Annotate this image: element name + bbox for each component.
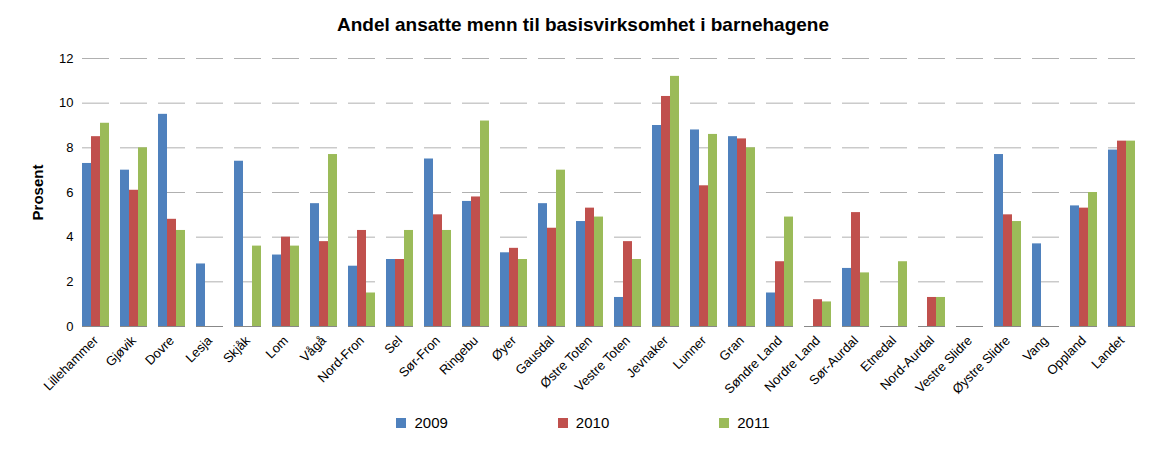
svg-text:8: 8: [66, 140, 73, 155]
svg-text:Nord-Aurdal: Nord-Aurdal: [876, 332, 938, 393]
svg-text:Jevnaker: Jevnaker: [623, 332, 671, 380]
svg-text:12: 12: [59, 51, 73, 66]
svg-text:0: 0: [66, 319, 73, 334]
svg-text:Øystre Slidre: Øystre Slidre: [949, 333, 1013, 397]
svg-text:Etnedal: Etnedal: [857, 332, 900, 375]
svg-text:4: 4: [66, 229, 73, 244]
svg-text:Gran: Gran: [716, 333, 747, 364]
svg-text:Lunner: Lunner: [670, 332, 710, 372]
svg-text:Vågå: Vågå: [297, 332, 330, 365]
svg-text:Lesja: Lesja: [182, 332, 215, 365]
svg-text:Sør-Fron: Sør-Fron: [396, 333, 443, 380]
svg-text:6: 6: [66, 185, 73, 200]
svg-text:Sel: Sel: [381, 333, 405, 357]
svg-text:Søndre Land: Søndre Land: [721, 332, 786, 397]
svg-text:Lom: Lom: [263, 333, 291, 361]
svg-text:Sør-Aurdal: Sør-Aurdal: [806, 333, 861, 388]
svg-text:Ringebu: Ringebu: [436, 333, 481, 378]
svg-text:2: 2: [66, 274, 73, 289]
svg-text:Vestre Toten: Vestre Toten: [572, 333, 634, 395]
svg-text:Landet: Landet: [1088, 333, 1127, 372]
svg-text:Nordre Land: Nordre Land: [761, 332, 824, 395]
svg-text:Vestre Slidre: Vestre Slidre: [912, 332, 976, 396]
html-text:2009: 2009: [414, 414, 448, 431]
svg-text:Gausdal: Gausdal: [512, 332, 558, 378]
svg-text:Oppland: Oppland: [1044, 333, 1089, 378]
svg-text:Vang: Vang: [1020, 333, 1051, 364]
svg-text:Skjåk: Skjåk: [220, 332, 253, 365]
svg-text:Gjøvik: Gjøvik: [102, 332, 139, 369]
svg-text:Lillehammer: Lillehammer: [40, 332, 101, 393]
html-text:Andel ansatte menn til basisvi: Andel ansatte menn til basisvirksomhet i…: [337, 14, 829, 35]
html-text:2011: 2011: [737, 414, 770, 431]
svg-text:10: 10: [59, 95, 73, 110]
svg-text:Dovre: Dovre: [142, 333, 177, 368]
svg-text:Østre Toten: Østre Toten: [537, 332, 596, 391]
svg-text:Nord-Fron: Nord-Fron: [315, 333, 368, 386]
html-text:2010: 2010: [575, 414, 610, 431]
svg-text:Prosent: Prosent: [29, 165, 46, 221]
svg-text:Øyer: Øyer: [489, 332, 520, 363]
